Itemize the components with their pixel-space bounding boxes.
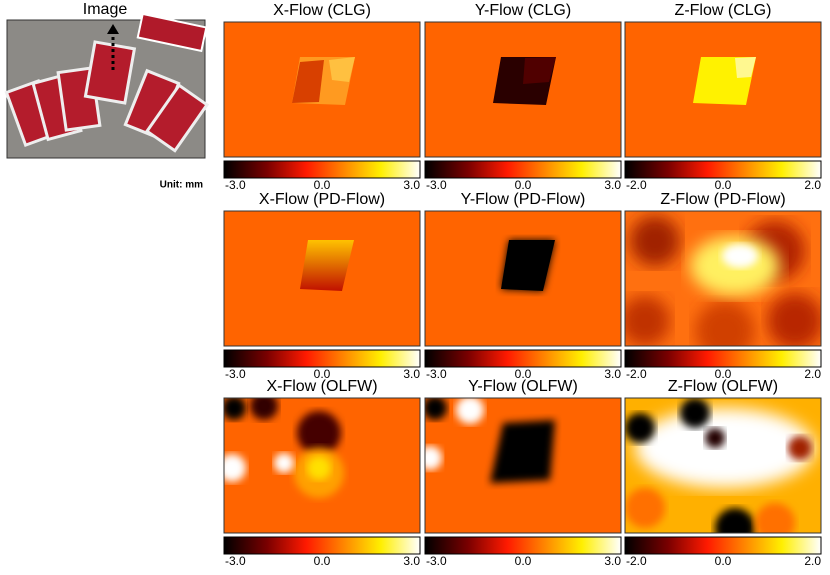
colorbar [624,536,822,555]
image-border [223,397,421,534]
panel-title: X-Flow (OLFW) [266,378,377,395]
colorbar-label: -2.0 [626,178,647,192]
flow-region [635,408,815,488]
unit-label: Unit: mm [160,180,203,191]
image-border [223,21,421,158]
flow-region [292,60,324,103]
colorbar-label: 3.0 [403,554,420,568]
panel-title: Y-Flow (OLFW) [468,378,578,395]
colorbar-label: 3.0 [604,367,621,381]
colorbar [624,349,822,368]
flow-image [625,22,821,157]
colorbar-label: 3.0 [403,367,420,381]
colorbar-label: 0.0 [515,554,532,568]
flow-image [625,211,821,346]
colorbar-label: -3.0 [426,367,447,381]
flow-region [705,428,725,448]
flow-region [224,454,246,482]
panel-title: Z-Flow (CLG) [675,2,772,19]
colorbar-label: 0.0 [314,178,331,192]
panel-title: Z-Flow (OLFW) [668,378,778,395]
colorbar [624,160,822,179]
flow-region [767,293,821,346]
flow-region [722,244,758,268]
flow-region [300,240,354,291]
image-border [624,21,822,158]
image-border [424,210,622,347]
flow-region [456,398,484,424]
flow-region [523,57,556,84]
colorbar-label: 0.0 [715,554,732,568]
image-border [424,21,622,158]
panel-title: X-Flow (CLG) [273,2,371,19]
colorbar-label: -3.0 [426,178,447,192]
flow-image [224,398,420,533]
colorbar [223,536,421,555]
panel-title: X-Flow (PD-Flow) [259,191,385,208]
flow-region [501,240,555,291]
flow-region [625,296,670,346]
colorbar-label: 2.0 [804,554,821,568]
flow-region [625,413,655,443]
colorbar-label: 2.0 [804,367,821,381]
flow-region [680,398,710,428]
flow-image [425,398,621,533]
colorbar-label: 0.0 [715,178,732,192]
flow-region [297,411,341,455]
colorbar-label: 0.0 [314,367,331,381]
colorbar-label: 0.0 [715,367,732,381]
flow-image [224,211,420,346]
panel-title: Y-Flow (CLG) [475,2,571,19]
flow-region [755,503,795,533]
colorbar [223,349,421,368]
flow-region [630,216,680,266]
flow-image [224,22,420,157]
colorbar-label: 0.0 [515,178,532,192]
colorbar-label: -3.0 [225,367,246,381]
flow-image [425,211,621,346]
flow-region [329,57,355,82]
flow-region [735,57,756,78]
colorbar-label: 2.0 [804,178,821,192]
colorbar-label: 0.0 [314,554,331,568]
flow-region [490,420,555,483]
flow-region [715,508,755,533]
colorbar-label: 3.0 [604,178,621,192]
flow-region [425,446,442,470]
image-label: Image [83,1,128,18]
image-border [624,397,822,534]
flow-region [425,398,447,420]
flow-region [274,453,294,473]
image-border [424,397,622,534]
colorbar [424,349,622,368]
image-border [624,210,822,347]
flow-region [695,301,755,346]
panel-title: Y-Flow (PD-Flow) [461,191,586,208]
panel-title: Z-Flow (PD-Flow) [660,191,785,208]
flow-region [307,456,331,480]
flow-image [625,398,821,533]
photo [4,12,210,159]
colorbar-label: -2.0 [626,367,647,381]
flow-image [425,22,621,157]
flow-region [250,398,278,420]
colorbar [424,536,622,555]
colorbar [223,160,421,179]
colorbar-label: -3.0 [225,178,246,192]
colorbar-label: -3.0 [426,554,447,568]
flow-region [224,398,246,420]
image-border [223,210,421,347]
colorbar-label: 0.0 [515,367,532,381]
colorbar-label: -2.0 [626,554,647,568]
colorbar-label: 3.0 [604,554,621,568]
colorbar-label: 3.0 [403,178,420,192]
flow-region [788,436,812,460]
flow-region [625,488,665,528]
colorbar-label: -3.0 [225,554,246,568]
colorbar [424,160,622,179]
